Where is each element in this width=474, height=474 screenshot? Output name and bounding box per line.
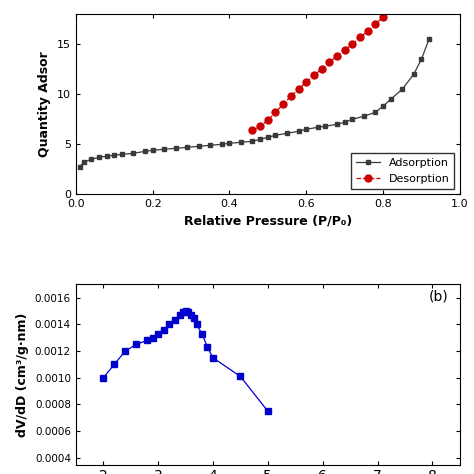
X-axis label: Relative Pressure (P/P₀): Relative Pressure (P/P₀)	[184, 215, 352, 228]
Adsorption	[96, 155, 102, 160]
Adsorption	[227, 140, 232, 146]
Adsorption	[361, 113, 366, 119]
Adsorption	[257, 137, 263, 142]
Desorption	[357, 35, 363, 40]
Desorption	[280, 101, 286, 107]
Adsorption	[265, 135, 271, 140]
Adsorption	[184, 145, 190, 150]
Adsorption	[250, 138, 255, 144]
Y-axis label: dV/dD (cm³/g·nm): dV/dD (cm³/g·nm)	[16, 312, 29, 437]
Adsorption	[380, 103, 386, 109]
Adsorption	[104, 154, 109, 159]
Adsorption	[111, 153, 117, 158]
Y-axis label: Quantity Adsor: Quantity Adsor	[38, 51, 51, 157]
Adsorption	[119, 152, 125, 157]
Adsorption	[130, 150, 136, 156]
Adsorption	[296, 128, 301, 134]
Desorption	[296, 86, 301, 92]
Adsorption	[315, 125, 320, 130]
Adsorption	[238, 139, 244, 145]
Adsorption	[426, 36, 432, 42]
Adsorption	[334, 121, 340, 127]
Adsorption	[419, 56, 424, 62]
Adsorption	[207, 143, 213, 148]
Adsorption	[173, 146, 179, 151]
Legend: Adsorption, Desorption: Adsorption, Desorption	[351, 153, 454, 189]
Adsorption	[142, 148, 148, 154]
Desorption	[319, 66, 324, 72]
Desorption	[250, 128, 255, 133]
Desorption	[257, 123, 263, 129]
Adsorption	[150, 147, 155, 153]
Adsorption	[161, 146, 167, 152]
Line: Desorption: Desorption	[249, 14, 386, 134]
Adsorption	[411, 72, 417, 77]
Adsorption	[303, 127, 309, 132]
Desorption	[365, 28, 371, 34]
Desorption	[288, 93, 294, 99]
Adsorption	[77, 164, 82, 170]
Desorption	[373, 21, 378, 27]
Adsorption	[284, 130, 290, 136]
Adsorption	[81, 159, 86, 165]
Desorption	[349, 41, 355, 47]
Adsorption	[399, 86, 405, 92]
Line: Adsorption: Adsorption	[77, 37, 431, 170]
Adsorption	[388, 96, 393, 102]
Desorption	[327, 59, 332, 65]
Adsorption	[273, 132, 278, 138]
Adsorption	[349, 117, 355, 122]
Desorption	[303, 80, 309, 85]
Adsorption	[322, 123, 328, 129]
Desorption	[311, 73, 317, 78]
Desorption	[334, 54, 340, 59]
Text: (b): (b)	[428, 290, 448, 304]
Adsorption	[373, 109, 378, 115]
Desorption	[342, 47, 347, 53]
Adsorption	[342, 119, 347, 125]
Adsorption	[196, 144, 201, 149]
Desorption	[265, 118, 271, 123]
Adsorption	[88, 156, 94, 162]
Desorption	[380, 14, 386, 20]
Desorption	[273, 109, 278, 115]
Adsorption	[219, 141, 225, 147]
